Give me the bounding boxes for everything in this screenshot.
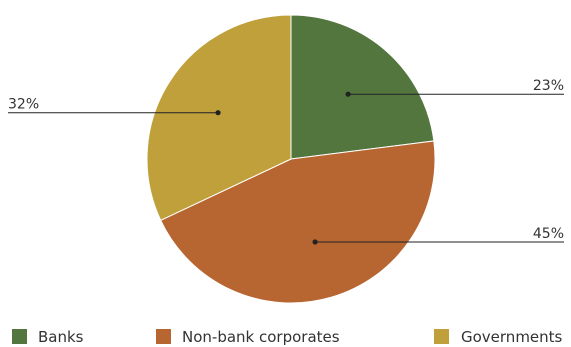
legend-swatch-governments [434,329,449,344]
pie-slice-governments [146,14,292,221]
legend: Banks Non-bank corporates Governments [12,328,563,346]
legend-label-non-bank-corporates: Non-bank corporates [182,328,340,346]
legend-label-governments: Governments [461,328,563,346]
legend-swatch-non-bank-corporates [156,329,171,344]
data-label-non-bank-corporates: 45% [533,226,564,242]
pie-slice-non-bank-corporates [160,140,436,304]
data-label-banks: 23% [533,78,564,94]
pie-slice-banks [290,14,435,160]
data-label-governments: 32% [8,97,39,113]
legend-swatch-banks [12,329,27,344]
pie-slices [146,14,436,304]
label-leaders: 23% 45% 32% [8,78,564,245]
legend-label-banks: Banks [38,328,84,346]
